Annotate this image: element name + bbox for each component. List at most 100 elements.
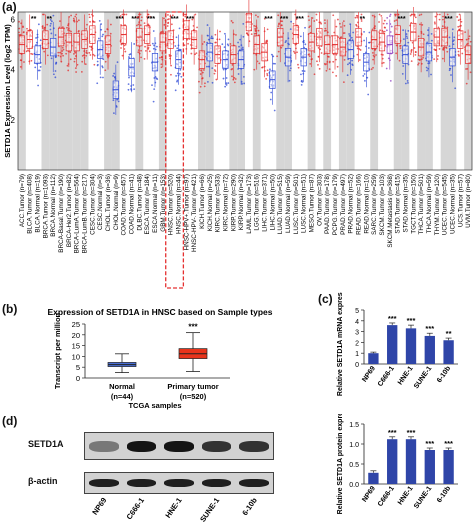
data-point bbox=[99, 76, 102, 79]
data-point bbox=[233, 81, 236, 84]
x-tick-label: UVM.Tumor (n=80) bbox=[465, 174, 472, 228]
y-tick-label: 20 bbox=[72, 331, 80, 340]
data-point bbox=[293, 50, 295, 53]
data-point bbox=[199, 73, 202, 75]
data-point bbox=[238, 45, 240, 48]
data-point bbox=[226, 43, 229, 46]
data-point bbox=[356, 47, 359, 50]
data-point bbox=[164, 23, 167, 26]
data-point bbox=[300, 83, 303, 86]
data-point bbox=[20, 22, 23, 25]
x-tick-label: LGG.Tumor (n=516) bbox=[254, 174, 261, 231]
data-point bbox=[386, 16, 389, 19]
data-point bbox=[303, 70, 306, 73]
data-point bbox=[277, 25, 280, 28]
data-point bbox=[343, 58, 346, 61]
data-point bbox=[342, 20, 345, 23]
data-point bbox=[309, 25, 312, 28]
data-point bbox=[270, 91, 273, 94]
data-point bbox=[114, 76, 116, 79]
data-point bbox=[448, 36, 451, 39]
data-point bbox=[304, 43, 307, 46]
bar bbox=[405, 439, 417, 484]
data-point bbox=[468, 35, 471, 38]
group-shade bbox=[158, 12, 167, 170]
data-point bbox=[335, 25, 338, 28]
data-point bbox=[227, 38, 230, 41]
data-point bbox=[230, 20, 233, 22]
data-point bbox=[201, 71, 204, 74]
x-tick-label: OV.Tumor (n=303) bbox=[316, 174, 323, 226]
data-point bbox=[364, 79, 366, 82]
data-point bbox=[328, 61, 331, 64]
data-point bbox=[34, 66, 37, 69]
data-point bbox=[280, 46, 283, 49]
data-point bbox=[414, 16, 417, 19]
x-tick-label: COAD.Tumor (n=457) bbox=[121, 174, 128, 236]
data-point bbox=[320, 52, 323, 54]
data-point bbox=[417, 63, 419, 66]
data-point bbox=[430, 73, 432, 76]
data-point bbox=[409, 53, 412, 55]
x-tick-label: LUSC.Tumor (n=501) bbox=[293, 174, 300, 234]
data-point bbox=[453, 36, 456, 39]
data-point bbox=[342, 81, 345, 84]
data-point bbox=[66, 64, 69, 67]
data-point bbox=[348, 62, 351, 64]
data-point bbox=[151, 84, 153, 87]
data-point bbox=[360, 18, 363, 21]
data-point bbox=[363, 31, 365, 33]
data-point bbox=[74, 55, 77, 57]
data-point bbox=[164, 59, 167, 62]
data-point bbox=[88, 51, 91, 54]
data-point bbox=[374, 25, 376, 28]
data-point bbox=[448, 45, 451, 47]
data-point bbox=[336, 18, 339, 21]
data-point bbox=[360, 13, 363, 16]
panel-label-d: (d) bbox=[2, 414, 18, 428]
data-point bbox=[420, 58, 423, 61]
data-point bbox=[266, 28, 269, 31]
data-point bbox=[402, 38, 405, 41]
data-point bbox=[420, 13, 423, 16]
data-point bbox=[186, 38, 189, 41]
data-point bbox=[170, 64, 172, 67]
data-point bbox=[149, 44, 152, 47]
data-point bbox=[86, 23, 88, 26]
data-point bbox=[218, 38, 221, 41]
data-point bbox=[225, 77, 228, 79]
data-point bbox=[128, 76, 130, 79]
x-tick-label: CHOL.Tumor (n=36) bbox=[105, 174, 112, 231]
data-point bbox=[457, 50, 460, 53]
data-point bbox=[371, 14, 374, 17]
data-point bbox=[175, 75, 178, 77]
data-point bbox=[88, 13, 91, 16]
data-point bbox=[144, 45, 146, 48]
data-point bbox=[35, 44, 37, 46]
data-point bbox=[348, 34, 351, 37]
data-point bbox=[140, 16, 143, 19]
data-point bbox=[395, 19, 398, 22]
data-point bbox=[308, 55, 311, 58]
data-point bbox=[67, 23, 70, 25]
data-point bbox=[234, 78, 237, 80]
data-point bbox=[301, 70, 304, 72]
data-point bbox=[124, 43, 127, 46]
data-point bbox=[140, 19, 143, 22]
x-tick-label: CHOL.Normal (n=9) bbox=[113, 174, 120, 230]
group-shade bbox=[18, 12, 26, 170]
x-tick-label: UCEC.Tumor (n=545) bbox=[442, 174, 449, 235]
x-tick-label: THYM.Tumor (n=120) bbox=[434, 174, 441, 235]
data-point bbox=[327, 55, 330, 58]
data-point bbox=[41, 13, 44, 16]
data-point bbox=[194, 53, 197, 56]
x-tick-label: LIHC.Normal (n=50) bbox=[269, 174, 276, 231]
significance-label: *** bbox=[280, 16, 288, 23]
data-point bbox=[73, 53, 75, 55]
data-point bbox=[317, 46, 320, 49]
data-point bbox=[41, 27, 44, 30]
data-point bbox=[410, 51, 413, 53]
data-point bbox=[127, 88, 130, 91]
data-point bbox=[351, 59, 354, 62]
data-point bbox=[441, 57, 444, 60]
